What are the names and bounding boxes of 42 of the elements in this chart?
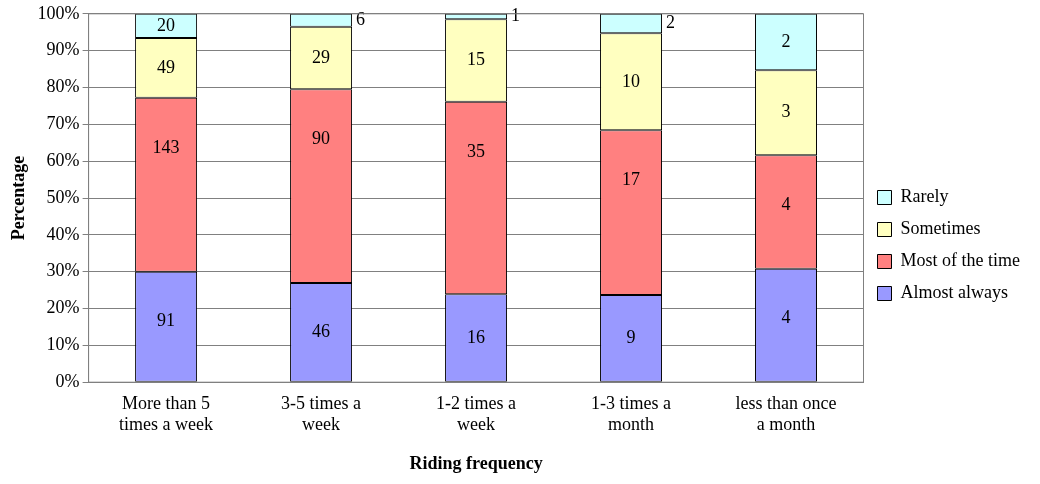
annotation: 143 xyxy=(152,136,180,157)
y-tick-label: 80% xyxy=(46,76,80,97)
x-tick-label: 1-2 times a week xyxy=(436,392,517,435)
annotation: 49 xyxy=(157,56,176,77)
annotation: 20 xyxy=(157,14,176,35)
annotation: 3 xyxy=(781,101,791,122)
x-tick-label: 1-3 times a month xyxy=(591,392,672,435)
annotation: 29 xyxy=(312,46,331,67)
y-tick-label: 30% xyxy=(46,260,80,281)
legend-label: Almost always xyxy=(900,282,1009,303)
annotation: 9 xyxy=(626,327,636,348)
y-tick-label: 40% xyxy=(46,223,80,244)
annotation: 90 xyxy=(312,128,331,149)
x-tick-label: less than once a month xyxy=(735,392,837,435)
legend-label: Sometimes xyxy=(900,218,981,239)
y-tick-label: 70% xyxy=(46,113,80,134)
y-tick-label: 90% xyxy=(46,39,80,60)
y-axis-title: Percentage xyxy=(8,155,29,241)
annotation: 91 xyxy=(157,310,176,331)
annotation: 15 xyxy=(467,49,486,70)
legend-label: Most of the time xyxy=(900,250,1021,271)
annotation: 16 xyxy=(467,326,486,347)
x-tick-label: More than 5 times a week xyxy=(119,392,214,435)
y-tick-label: 10% xyxy=(46,334,80,355)
annotation: 2 xyxy=(666,12,676,33)
annotation: 4 xyxy=(781,194,791,214)
y-tick-label: 0% xyxy=(55,370,80,391)
y-tick-label: 60% xyxy=(46,149,80,170)
legend-label: Rarely xyxy=(900,186,949,207)
annotation: 6 xyxy=(356,8,366,29)
y-tick-label: 20% xyxy=(46,297,80,318)
x-axis-title: Riding frequency xyxy=(409,452,543,473)
x-tick-label: 3-5 times a week xyxy=(281,392,362,435)
y-tick-label: 50% xyxy=(46,186,80,207)
annotation: 2 xyxy=(781,30,791,51)
annotation: 10 xyxy=(622,70,641,91)
annotation: 35 xyxy=(467,140,486,161)
annotation: 17 xyxy=(622,168,641,189)
y-tick-label: 100% xyxy=(37,2,80,23)
annotation: 46 xyxy=(312,321,331,342)
annotation: 4 xyxy=(781,307,791,328)
annotation: 1 xyxy=(511,5,521,26)
